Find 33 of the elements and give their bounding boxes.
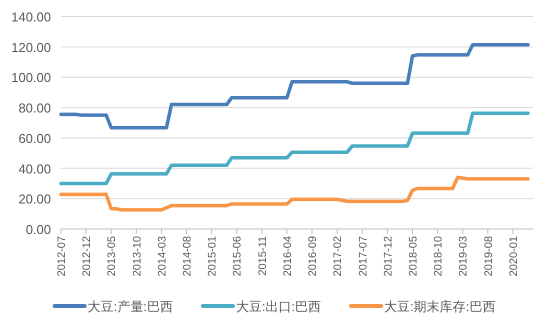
x-tick-label: 2017-07 xyxy=(357,236,370,276)
line-series xyxy=(59,111,530,186)
x-tick-label: 2015-11 xyxy=(256,236,269,276)
y-tick-label: 100.00 xyxy=(11,70,51,86)
x-tick-label: 2013-10 xyxy=(131,236,144,276)
y-tick-label: 40.00 xyxy=(18,161,51,176)
x-tick-label: 2019-08 xyxy=(482,236,495,276)
line-series xyxy=(59,42,530,130)
legend-label: 大豆:产量:巴西 xyxy=(88,299,173,314)
x-tick-label: 2012-12 xyxy=(81,236,94,276)
legend-label: 大豆:期末库存:巴西 xyxy=(384,299,496,314)
x-tick-label: 2015-06 xyxy=(232,236,244,276)
x-tick-label: 2013-05 xyxy=(106,236,118,276)
x-tick-label: 2014-08 xyxy=(182,236,194,276)
y-tick-label: 20.00 xyxy=(18,192,51,207)
x-tick-label: 2020-01 xyxy=(508,236,520,276)
legend-label: 大豆:出口:巴西 xyxy=(236,299,322,314)
x-tick-label: 2018-05 xyxy=(407,236,420,276)
line-series xyxy=(59,176,530,212)
x-tick-label: 2019-03 xyxy=(458,236,470,276)
x-tick-label: 2018-10 xyxy=(432,236,445,276)
x-tick-label: 2015-01 xyxy=(206,236,219,276)
x-tick-label: 2017-12 xyxy=(382,236,394,276)
x-tick-label: 2014-03 xyxy=(156,236,168,276)
y-tick-label: 80.00 xyxy=(18,100,51,116)
x-tick-label: 2017-02 xyxy=(332,236,344,276)
x-tick-label: 2016-09 xyxy=(307,236,320,276)
y-tick-label: 0.00 xyxy=(26,222,51,237)
y-tick-label: 120.00 xyxy=(11,40,51,55)
x-tick-label: 2016-04 xyxy=(282,236,294,276)
y-tick-label: 140.00 xyxy=(11,10,51,24)
x-tick-label: 2012-07 xyxy=(56,236,68,276)
y-tick-label: 60.00 xyxy=(18,130,51,146)
